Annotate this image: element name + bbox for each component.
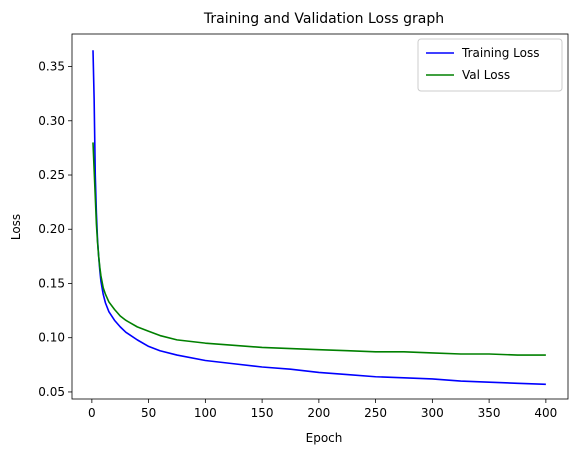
x-tick-label: 0 [88,406,96,420]
y-tick-label: 0.35 [38,60,65,74]
y-tick-label: 0.10 [38,331,65,345]
series-line-1 [92,142,546,356]
x-tick-label: 200 [307,406,330,420]
y-tick-label: 0.15 [38,276,65,290]
x-axis-label: Epoch [306,431,343,445]
y-tick-label: 0.05 [38,385,65,399]
legend-box [417,38,563,92]
legend: Training Loss Val Loss [417,38,563,92]
y-ticks: 0.05 0.10 0.15 0.20 0.25 0.30 0.35 [38,60,72,399]
y-tick-label: 0.30 [38,114,65,128]
x-tick-label: 350 [478,406,501,420]
x-ticks: 0 50 100 150 200 250 300 350 400 [88,399,557,420]
legend-label: Training Loss [461,46,539,60]
y-axis-label: Loss [9,214,23,240]
x-tick-label: 100 [194,406,217,420]
chart-title: Training and Validation Loss graph [203,11,444,27]
y-tick-label: 0.20 [38,222,65,236]
x-tick-label: 400 [534,406,557,420]
plot-lines [92,50,546,386]
plot-frame [71,33,569,400]
x-tick-label: 150 [251,406,274,420]
x-tick-label: 300 [421,406,444,420]
legend-label: Val Loss [462,68,510,82]
y-tick-label: 0.25 [38,168,65,182]
x-tick-label: 250 [364,406,387,420]
axes-frame [71,33,569,400]
x-tick-label: 50 [141,406,156,420]
